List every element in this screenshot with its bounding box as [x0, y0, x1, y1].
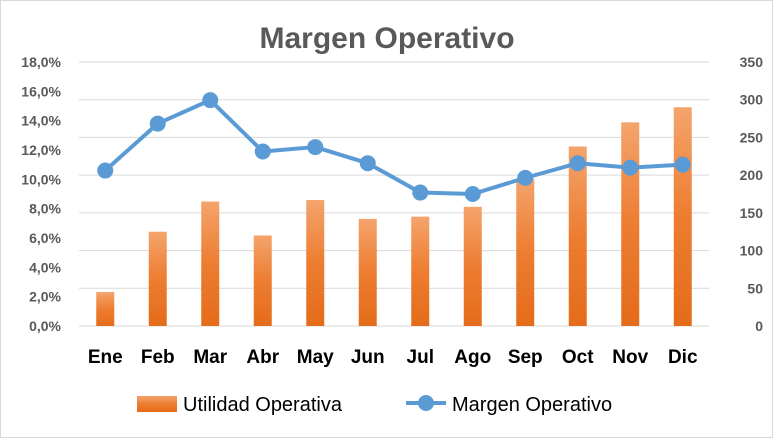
chart-title: Margen Operativo	[259, 22, 514, 55]
category-label: Ene	[88, 347, 123, 368]
right-axis-tick-label: 50	[747, 280, 763, 296]
category-label: Ago	[454, 347, 491, 368]
category-label: Mar	[193, 347, 227, 368]
series-line	[103, 98, 683, 196]
category-label: May	[297, 347, 334, 368]
left-axis-tick-label: 2,0%	[29, 289, 61, 305]
legend-item-line: Margen Operativo	[406, 394, 612, 416]
bar	[621, 122, 640, 326]
bar	[411, 216, 430, 326]
right-axis-tick-label: 300	[740, 92, 764, 108]
legend-line-marker	[418, 395, 434, 411]
bar	[148, 231, 167, 326]
line-point	[149, 115, 166, 132]
right-axis-tick-label: 100	[740, 243, 764, 259]
left-axis-tick-label: 14,0%	[21, 113, 61, 129]
category-axis: Ene Feb Mar Abr May Jun Jul Ago Sep Oct Nov Dic	[88, 347, 698, 368]
legend-item-bar: Utilidad Operativa	[137, 394, 343, 416]
line-point	[254, 143, 271, 160]
right-axis-tick-label: 150	[740, 205, 764, 221]
legend-bar-swatch	[137, 396, 177, 412]
category-label: Jul	[407, 347, 434, 368]
line-point	[569, 155, 586, 172]
left-axis-tick-label: 8,0%	[29, 201, 61, 217]
right-axis-tick-label: 350	[740, 54, 764, 70]
category-label: Oct	[562, 347, 594, 368]
bar	[306, 200, 325, 326]
line-point	[412, 184, 429, 201]
line-point	[464, 186, 481, 202]
legend-line-label: Margen Operativo	[452, 394, 612, 416]
bar-series	[96, 107, 692, 326]
left-axis-tick-label: 6,0%	[29, 230, 61, 246]
right-axis-tick-label: 200	[740, 167, 764, 183]
left-axis-tick-label: 10,0%	[21, 171, 61, 187]
right-axis-tick-label: 250	[740, 129, 764, 145]
left-axis-tick-label: 4,0%	[29, 259, 61, 275]
gridlines	[79, 61, 709, 327]
line-point	[307, 139, 324, 156]
bar	[568, 146, 587, 326]
line-point	[359, 155, 376, 172]
left-axis-tick-label: 18,0%	[21, 54, 61, 70]
right-axis-tick-label: 0	[755, 318, 763, 334]
legend-bar-label: Utilidad Operativa	[183, 394, 343, 416]
left-axis-tick-label: 16,0%	[21, 83, 61, 99]
bar	[516, 178, 535, 326]
bar	[673, 107, 692, 326]
right-axis: 0 50 100 150 200 250 300 350	[740, 54, 764, 334]
line-point	[622, 159, 639, 176]
category-label: Jun	[351, 347, 385, 368]
bar	[96, 292, 115, 326]
category-label: Nov	[612, 347, 648, 368]
line-point	[97, 162, 114, 179]
line-series	[97, 92, 691, 202]
line-point	[674, 156, 691, 173]
left-axis: 0,0% 2,0% 4,0% 6,0% 8,0% 10,0% 12,0% 14,0% 16,0%…	[21, 54, 61, 334]
bar	[358, 218, 377, 326]
category-label: Dic	[668, 347, 698, 368]
bar	[463, 206, 482, 326]
category-label: Abr	[246, 347, 279, 368]
left-axis-tick-label: 0,0%	[29, 318, 61, 334]
legend: Utilidad Operativa Margen Operativo	[137, 394, 612, 416]
category-label: Feb	[141, 347, 175, 368]
category-label: Sep	[508, 347, 543, 368]
left-axis-tick-label: 12,0%	[21, 142, 61, 158]
bar	[253, 235, 272, 326]
line-point	[517, 169, 534, 186]
bar	[201, 201, 220, 326]
line-point	[202, 92, 219, 109]
